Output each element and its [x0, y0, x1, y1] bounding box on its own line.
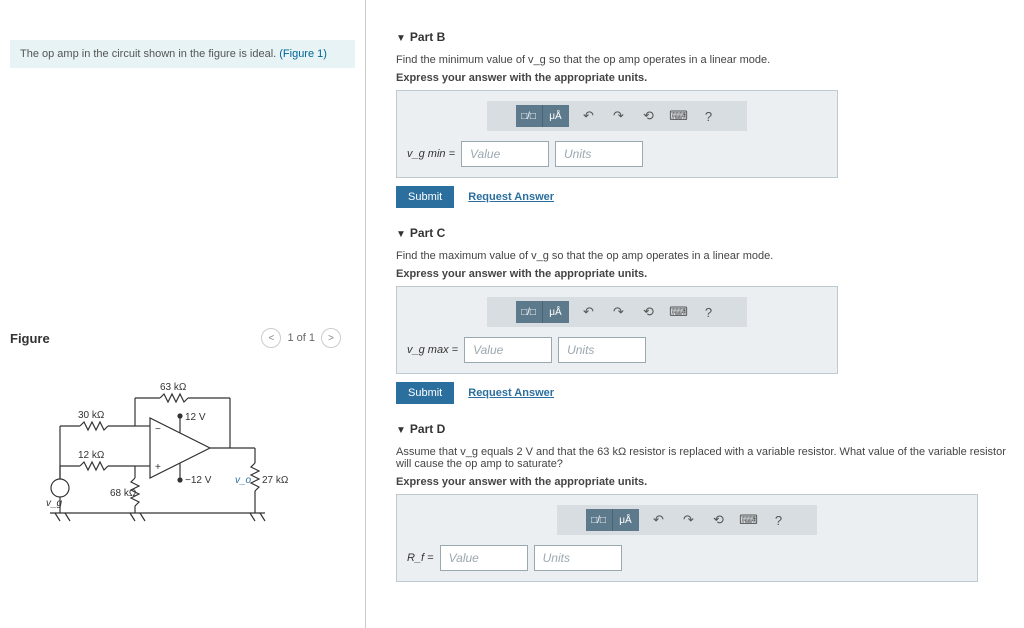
vo-label: v_o [235, 475, 252, 486]
prompt-text: The op amp in the circuit shown in the f… [20, 48, 279, 60]
answer-box-c: □/□ μÅ ↶ ↷ ⟲ ⌨ ? v_g max = Value Units [396, 286, 838, 374]
value-input-c[interactable]: Value [464, 337, 552, 363]
part-d: ▼ Part D Assume that v_g equals 2 V and t… [396, 422, 1014, 582]
redo-icon[interactable]: ↷ [679, 510, 699, 530]
symbols-button[interactable]: μÅ [543, 301, 569, 323]
redo-icon[interactable]: ↷ [609, 106, 629, 126]
r2-label: 63 kΩ [160, 382, 187, 393]
part-b-title: Part B [410, 30, 445, 44]
fraction-button[interactable]: □/□ [586, 509, 613, 531]
fraction-button[interactable]: □/□ [516, 301, 543, 323]
help-icon[interactable]: ? [699, 106, 719, 126]
request-answer-link-b[interactable]: Request Answer [468, 191, 554, 203]
pager-prev-button[interactable]: < [261, 328, 281, 348]
collapse-icon[interactable]: ▼ [396, 425, 406, 436]
var-label-c: v_g max = [407, 344, 458, 356]
var-label-b: v_g min = [407, 148, 455, 160]
vneg-label: −12 V [185, 475, 212, 486]
answer-box-b: □/□ μÅ ↶ ↷ ⟲ ⌨ ? v_g min = Value Units [396, 90, 838, 178]
figure-title: Figure [10, 331, 50, 346]
svg-text:−: − [155, 424, 161, 435]
symbols-button[interactable]: μÅ [613, 509, 639, 531]
help-icon[interactable]: ? [769, 510, 789, 530]
answer-box-d: □/□ μÅ ↶ ↷ ⟲ ⌨ ? R_f = Value Units [396, 494, 978, 582]
collapse-icon[interactable]: ▼ [396, 33, 406, 44]
submit-button-c[interactable]: Submit [396, 382, 454, 404]
part-d-question: Assume that v_g equals 2 V and that the … [396, 446, 1014, 470]
part-c-title: Part C [410, 226, 445, 240]
part-c-question: Find the maximum value of v_g so that th… [396, 250, 1014, 262]
pager-next-button[interactable]: > [321, 328, 341, 348]
part-c-instruction: Express your answer with the appropriate… [396, 268, 1014, 280]
part-b: ▼ Part B Find the minimum value of v_g so… [396, 30, 1014, 208]
units-input-d[interactable]: Units [534, 545, 622, 571]
left-panel: The op amp in the circuit shown in the f… [0, 0, 366, 628]
undo-icon[interactable]: ↶ [579, 106, 599, 126]
circuit-figure: − + [10, 378, 355, 531]
request-answer-link-c[interactable]: Request Answer [468, 387, 554, 399]
figure-pager: < 1 of 1 > [261, 328, 341, 348]
figure-link[interactable]: (Figure 1) [279, 48, 327, 60]
help-icon[interactable]: ? [699, 302, 719, 322]
vpos-label: 12 V [185, 412, 206, 423]
collapse-icon[interactable]: ▼ [396, 229, 406, 240]
units-input-c[interactable]: Units [558, 337, 646, 363]
value-input-b[interactable]: Value [461, 141, 549, 167]
submit-button-b[interactable]: Submit [396, 186, 454, 208]
undo-icon[interactable]: ↶ [579, 302, 599, 322]
part-b-question: Find the minimum value of v_g so that th… [396, 54, 1014, 66]
vg-label: v_g [46, 498, 63, 509]
part-c: ▼ Part C Find the maximum value of v_g so… [396, 226, 1014, 404]
keyboard-icon[interactable]: ⌨ [669, 302, 689, 322]
r1-label: 30 kΩ [78, 410, 105, 421]
r4-label: 68 kΩ [110, 488, 137, 499]
toolbar-c: □/□ μÅ ↶ ↷ ⟲ ⌨ ? [487, 297, 747, 327]
redo-icon[interactable]: ↷ [609, 302, 629, 322]
svg-text:+: + [155, 462, 161, 473]
problem-prompt: The op amp in the circuit shown in the f… [10, 40, 355, 68]
undo-icon[interactable]: ↶ [649, 510, 669, 530]
r5-label: 27 kΩ [262, 475, 289, 486]
symbols-button[interactable]: μÅ [543, 105, 569, 127]
toolbar-d: □/□ μÅ ↶ ↷ ⟲ ⌨ ? [557, 505, 817, 535]
r3-label: 12 kΩ [78, 450, 105, 461]
reset-icon[interactable]: ⟲ [639, 302, 659, 322]
reset-icon[interactable]: ⟲ [639, 106, 659, 126]
keyboard-icon[interactable]: ⌨ [669, 106, 689, 126]
fraction-button[interactable]: □/□ [516, 105, 543, 127]
pager-text: 1 of 1 [287, 332, 315, 344]
units-input-b[interactable]: Units [555, 141, 643, 167]
part-b-instruction: Express your answer with the appropriate… [396, 72, 1014, 84]
part-d-title: Part D [410, 422, 445, 436]
var-label-d: R_f = [407, 552, 434, 564]
reset-icon[interactable]: ⟲ [709, 510, 729, 530]
toolbar-b: □/□ μÅ ↶ ↷ ⟲ ⌨ ? [487, 101, 747, 131]
right-panel: ▼ Part B Find the minimum value of v_g so… [366, 0, 1024, 628]
value-input-d[interactable]: Value [440, 545, 528, 571]
keyboard-icon[interactable]: ⌨ [739, 510, 759, 530]
part-d-instruction: Express your answer with the appropriate… [396, 476, 1014, 488]
